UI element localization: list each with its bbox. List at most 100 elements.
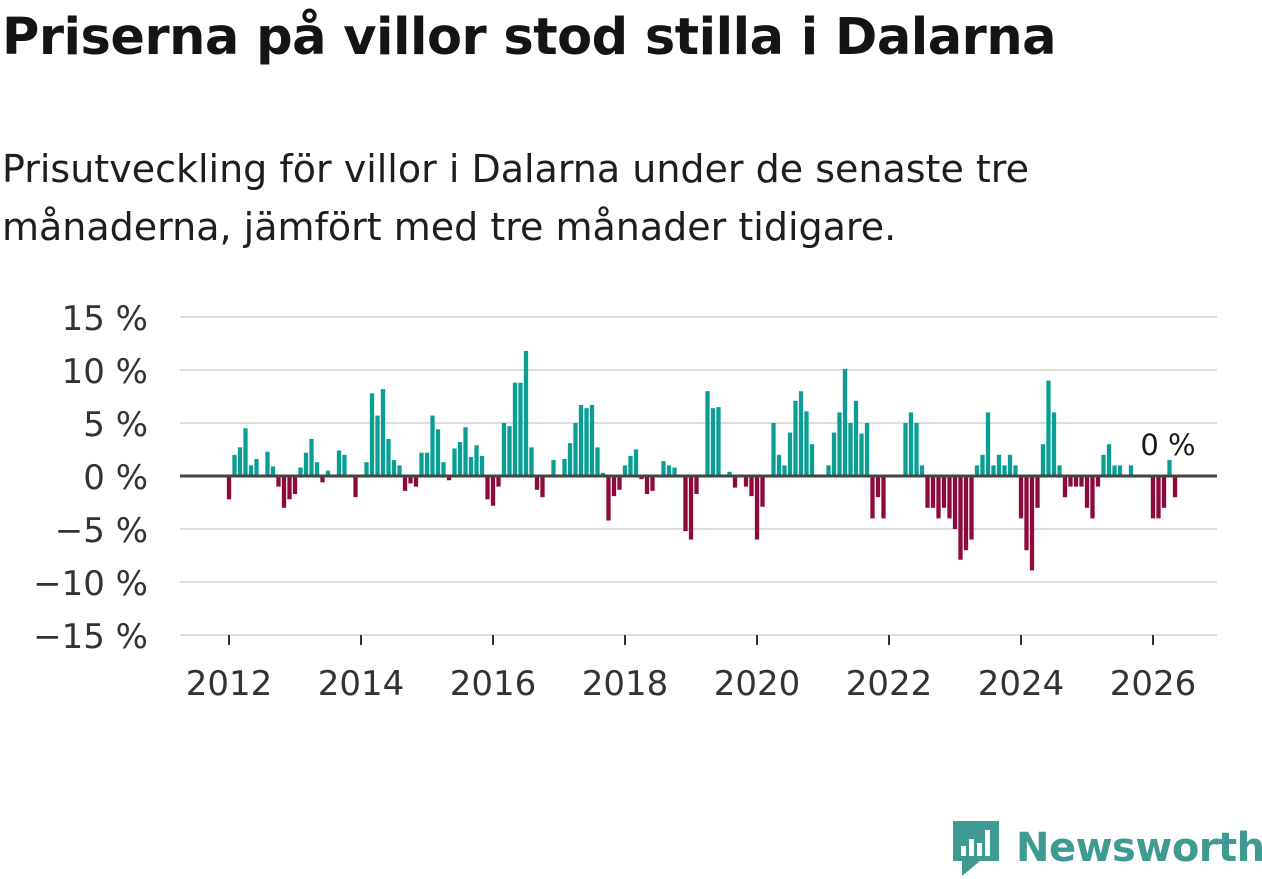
bar	[919, 465, 925, 476]
bar	[650, 476, 655, 491]
bar	[391, 460, 397, 476]
bar	[1024, 476, 1029, 551]
bar	[248, 465, 254, 476]
bar	[1040, 444, 1046, 476]
bar	[952, 476, 958, 529]
bar	[1156, 476, 1161, 519]
bar	[1112, 465, 1117, 476]
bar	[1106, 444, 1112, 476]
bar	[1007, 454, 1013, 476]
bar	[963, 476, 969, 551]
bar	[633, 449, 639, 476]
bar	[903, 423, 908, 476]
bar	[1161, 476, 1167, 508]
bar	[584, 408, 589, 476]
bar	[1117, 465, 1123, 476]
bar	[771, 423, 776, 476]
bar	[485, 476, 490, 500]
x-tick-label: 2024	[978, 664, 1065, 704]
bar	[573, 423, 578, 476]
bar	[617, 476, 622, 490]
bar	[518, 382, 523, 476]
bar	[914, 423, 919, 476]
bar	[853, 400, 859, 476]
bar	[595, 447, 600, 476]
bar	[782, 465, 787, 476]
bar	[727, 471, 732, 476]
bar	[452, 448, 457, 476]
bar	[320, 476, 325, 483]
bar	[985, 412, 991, 476]
x-tick-label: 2016	[450, 664, 537, 704]
bar	[1068, 476, 1073, 487]
bar	[507, 426, 512, 476]
bar	[1013, 465, 1018, 476]
bar	[314, 462, 320, 476]
bar	[991, 465, 996, 476]
y-tick-label: 0 %	[83, 458, 148, 498]
bar	[380, 389, 386, 476]
bar	[661, 461, 666, 476]
bar	[369, 393, 375, 476]
bar	[864, 423, 870, 476]
bar-chart: 15 % 10 % 5 % 0 % −5 % −10 % −15 % 2012 2014 2016…	[33, 299, 1217, 704]
bar	[930, 476, 936, 508]
bar	[446, 476, 452, 481]
x-tick-label: 2026	[1110, 664, 1197, 704]
bar	[666, 465, 672, 476]
bar	[743, 476, 749, 487]
x-tick-label: 2022	[846, 664, 933, 704]
bar	[672, 467, 677, 476]
bar	[925, 476, 930, 508]
bar	[683, 476, 688, 532]
bar	[567, 443, 573, 476]
bar	[490, 476, 496, 506]
bar	[969, 476, 974, 540]
bar	[237, 447, 243, 476]
bar	[875, 476, 881, 498]
bar	[936, 476, 941, 519]
bar	[1046, 380, 1051, 476]
bar	[622, 465, 628, 476]
bar	[980, 454, 985, 476]
bar	[441, 462, 446, 476]
bar	[611, 476, 617, 497]
bar	[798, 391, 804, 476]
bar	[716, 407, 721, 476]
bar	[232, 454, 237, 476]
bar	[694, 476, 699, 495]
bar	[336, 450, 342, 476]
bar	[628, 455, 633, 476]
bar	[292, 476, 298, 495]
bar	[375, 415, 380, 476]
y-tick-label: 5 %	[83, 405, 148, 445]
bar	[1079, 476, 1084, 487]
bar	[474, 445, 479, 476]
y-tick-label: −5 %	[55, 511, 148, 551]
bar	[1073, 476, 1079, 487]
bar	[281, 476, 287, 508]
chart-title: Priserna på villor stod stilla i Dalarna	[2, 8, 1057, 67]
bar	[1167, 460, 1172, 476]
x-tick-label: 2012	[186, 664, 273, 704]
bar	[298, 467, 303, 476]
y-tick-label: 10 %	[62, 352, 148, 392]
bar	[1062, 476, 1068, 498]
x-tick-label: 2020	[714, 664, 801, 704]
bar	[479, 455, 485, 476]
bar	[342, 454, 347, 476]
bar	[364, 462, 369, 476]
bar	[1029, 476, 1035, 571]
bar	[463, 427, 468, 476]
bar	[639, 476, 644, 480]
bar	[402, 476, 408, 491]
bar	[303, 452, 309, 476]
bar	[1101, 454, 1106, 476]
bar	[435, 429, 441, 476]
bar	[529, 447, 534, 476]
bar	[413, 476, 419, 487]
bar	[501, 423, 507, 476]
bar	[419, 452, 424, 476]
bar	[606, 476, 611, 521]
bar	[408, 476, 413, 484]
